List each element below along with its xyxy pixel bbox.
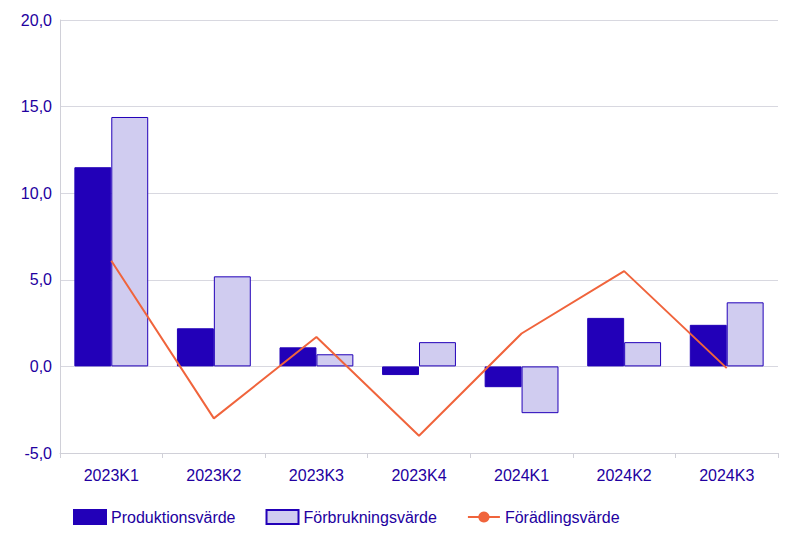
svg-text:2024K3: 2024K3 (699, 467, 754, 484)
svg-text:Förädlingsvärde: Förädlingsvärde (505, 509, 620, 526)
svg-text:2024K2: 2024K2 (597, 467, 652, 484)
svg-text:Produktionsvärde: Produktionsvärde (111, 509, 236, 526)
svg-text:0,0: 0,0 (30, 358, 52, 375)
svg-text:2023K2: 2023K2 (186, 467, 241, 484)
svg-text:20,0: 20,0 (21, 12, 52, 29)
svg-text:5,0: 5,0 (30, 271, 52, 288)
svg-text:15,0: 15,0 (21, 98, 52, 115)
svg-text:2023K1: 2023K1 (84, 467, 139, 484)
svg-text:-5,0: -5,0 (24, 445, 52, 462)
svg-text:2023K3: 2023K3 (289, 467, 344, 484)
svg-text:10,0: 10,0 (21, 185, 52, 202)
svg-text:Förbrukningsvärde: Förbrukningsvärde (304, 509, 438, 526)
svg-text:2023K4: 2023K4 (391, 467, 446, 484)
svg-text:2024K1: 2024K1 (494, 467, 549, 484)
